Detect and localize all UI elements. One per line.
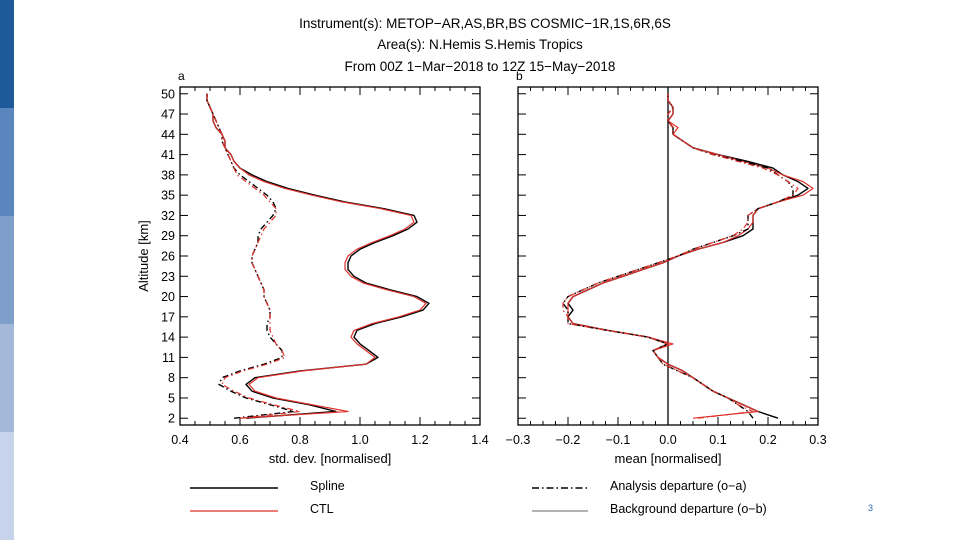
- y-tick-label: 35: [161, 189, 175, 203]
- panel-a-axes: 0.4 0.6 0.8 1.0 1.2 1.4 2 5 8 11 14 17 20 23 26 29 32 35 3…: [161, 87, 489, 447]
- x-tick-label-a: 1.0: [351, 433, 368, 447]
- series-b-spline-o-b: [567, 93, 809, 419]
- panel-b-axes: −0.3 −0.2 −0.1 0.0 0.1 0.2 0.3: [506, 87, 827, 447]
- series-a-ctl-o-a: [206, 93, 301, 419]
- chart-title-line2: Area(s): N.Hemis S.Hemis Tropics: [377, 37, 583, 52]
- sidebar-segment-2: [0, 108, 14, 216]
- x-tick-label-a: 0.8: [291, 433, 308, 447]
- y-tick-label: 41: [161, 148, 175, 162]
- y-tick-label: 47: [161, 108, 175, 122]
- series-a-ctl-o-b: [206, 93, 427, 419]
- y-tick-label: 2: [168, 412, 175, 426]
- slide-number: 3: [868, 503, 874, 513]
- y-tick-label: 44: [161, 128, 175, 142]
- sidebar-segment-4: [0, 324, 14, 432]
- y-tick-label: 5: [168, 391, 175, 405]
- panel-a-frame: [179, 86, 481, 426]
- y-tick-label: 8: [168, 371, 175, 385]
- x-tick-label-b: 0.1: [709, 433, 726, 447]
- y-tick-label: 14: [161, 331, 175, 345]
- x-tick-label-a: 0.6: [231, 433, 248, 447]
- x-tick-label-a: 1.2: [411, 433, 428, 447]
- y-tick-label: 23: [161, 270, 175, 284]
- x-tick-label-b: 0.2: [759, 433, 776, 447]
- panel-a-series: [206, 93, 430, 419]
- x-axis-label-a: std. dev. [normalised]: [269, 451, 392, 466]
- chart-title-line3: From 00Z 1−Mar−2018 to 12Z 15−May−2018: [345, 59, 616, 74]
- y-tick-label: 29: [161, 229, 175, 243]
- legend: Spline CTL Analysis departure (o−a) Back…: [190, 479, 767, 516]
- legend-spline-label: Spline: [310, 479, 345, 493]
- legend-ctl-label: CTL: [310, 502, 334, 516]
- y-axis-label: Altitude [km]: [136, 220, 151, 292]
- panel-b-label: b: [516, 69, 523, 83]
- panel-b-series: [562, 93, 814, 419]
- series-a-spline-o-a: [206, 93, 295, 419]
- y-tick-label: 50: [161, 87, 175, 101]
- y-tick-label: 17: [161, 310, 175, 324]
- sidebar-segment-1: [0, 0, 14, 108]
- x-tick-label-a: 0.4: [171, 433, 188, 447]
- legend-analysis-label: Analysis departure (o−a): [610, 479, 747, 493]
- y-tick-label: 38: [161, 168, 175, 182]
- x-tick-label-b: −0.2: [556, 433, 581, 447]
- y-tick-label: 26: [161, 250, 175, 264]
- y-tick-label: 20: [161, 290, 175, 304]
- y-tick-label: 32: [161, 209, 175, 223]
- y-tick-label: 11: [162, 351, 175, 365]
- sidebar-segment-5: [0, 432, 14, 540]
- x-tick-label-a: 1.4: [471, 433, 488, 447]
- chart-title-line1: Instrument(s): METOP−AR,AS,BR,BS COSMIC−…: [299, 16, 671, 31]
- x-tick-label-b: −0.1: [606, 433, 631, 447]
- panel-a-label: a: [178, 69, 185, 83]
- legend-background-label: Background departure (o−b): [610, 502, 767, 516]
- x-tick-label-b: 0.0: [659, 433, 676, 447]
- series-b-ctl-o-a: [562, 93, 799, 419]
- x-tick-label-b: −0.3: [506, 433, 531, 447]
- series-b-ctl-o-b: [567, 93, 814, 419]
- x-tick-label-b: 0.3: [809, 433, 826, 447]
- x-axis-label-b: mean [normalised]: [615, 451, 722, 466]
- sidebar-segment-3: [0, 216, 14, 324]
